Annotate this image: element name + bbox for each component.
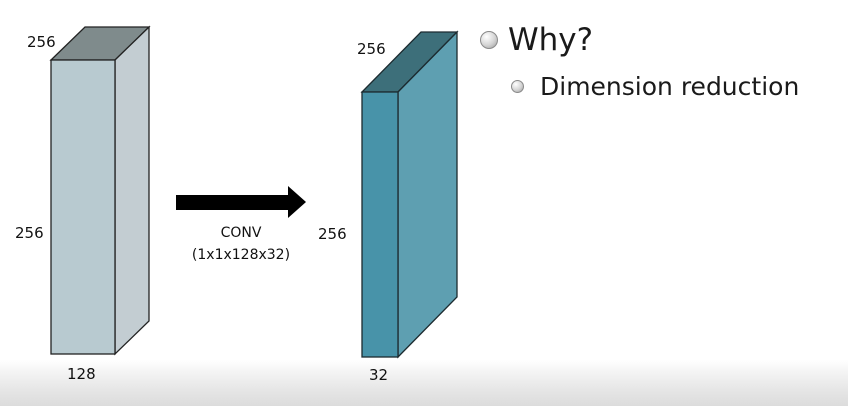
input-volume: 256 256 128	[15, 25, 151, 383]
bullet-icon	[511, 80, 524, 93]
output-volume: 256 256 32	[318, 30, 459, 384]
conv-operation: CONV (1x1x128x32)	[176, 186, 306, 263]
input-depth-label: 256	[27, 33, 56, 51]
output-volume-front	[361, 91, 399, 358]
input-height-label: 256	[15, 224, 44, 242]
conv-filter-label: (1x1x128x32)	[192, 247, 290, 263]
input-volume-front	[50, 59, 116, 355]
input-volume-side	[114, 25, 150, 356]
conv-arrow	[176, 186, 306, 218]
bullet-heading-text: Why?	[508, 22, 594, 58]
bullet-item-text: Dimension reduction	[540, 72, 800, 101]
bullet-icon	[480, 31, 498, 49]
output-width-label: 32	[369, 366, 388, 384]
output-height-label: 256	[318, 225, 347, 243]
input-width-label: 128	[67, 365, 96, 383]
conv-label: CONV	[221, 225, 262, 241]
bullet-heading: Why?	[480, 22, 593, 58]
bullet-item: Dimension reduction	[511, 72, 799, 101]
output-depth-label: 256	[357, 40, 386, 58]
